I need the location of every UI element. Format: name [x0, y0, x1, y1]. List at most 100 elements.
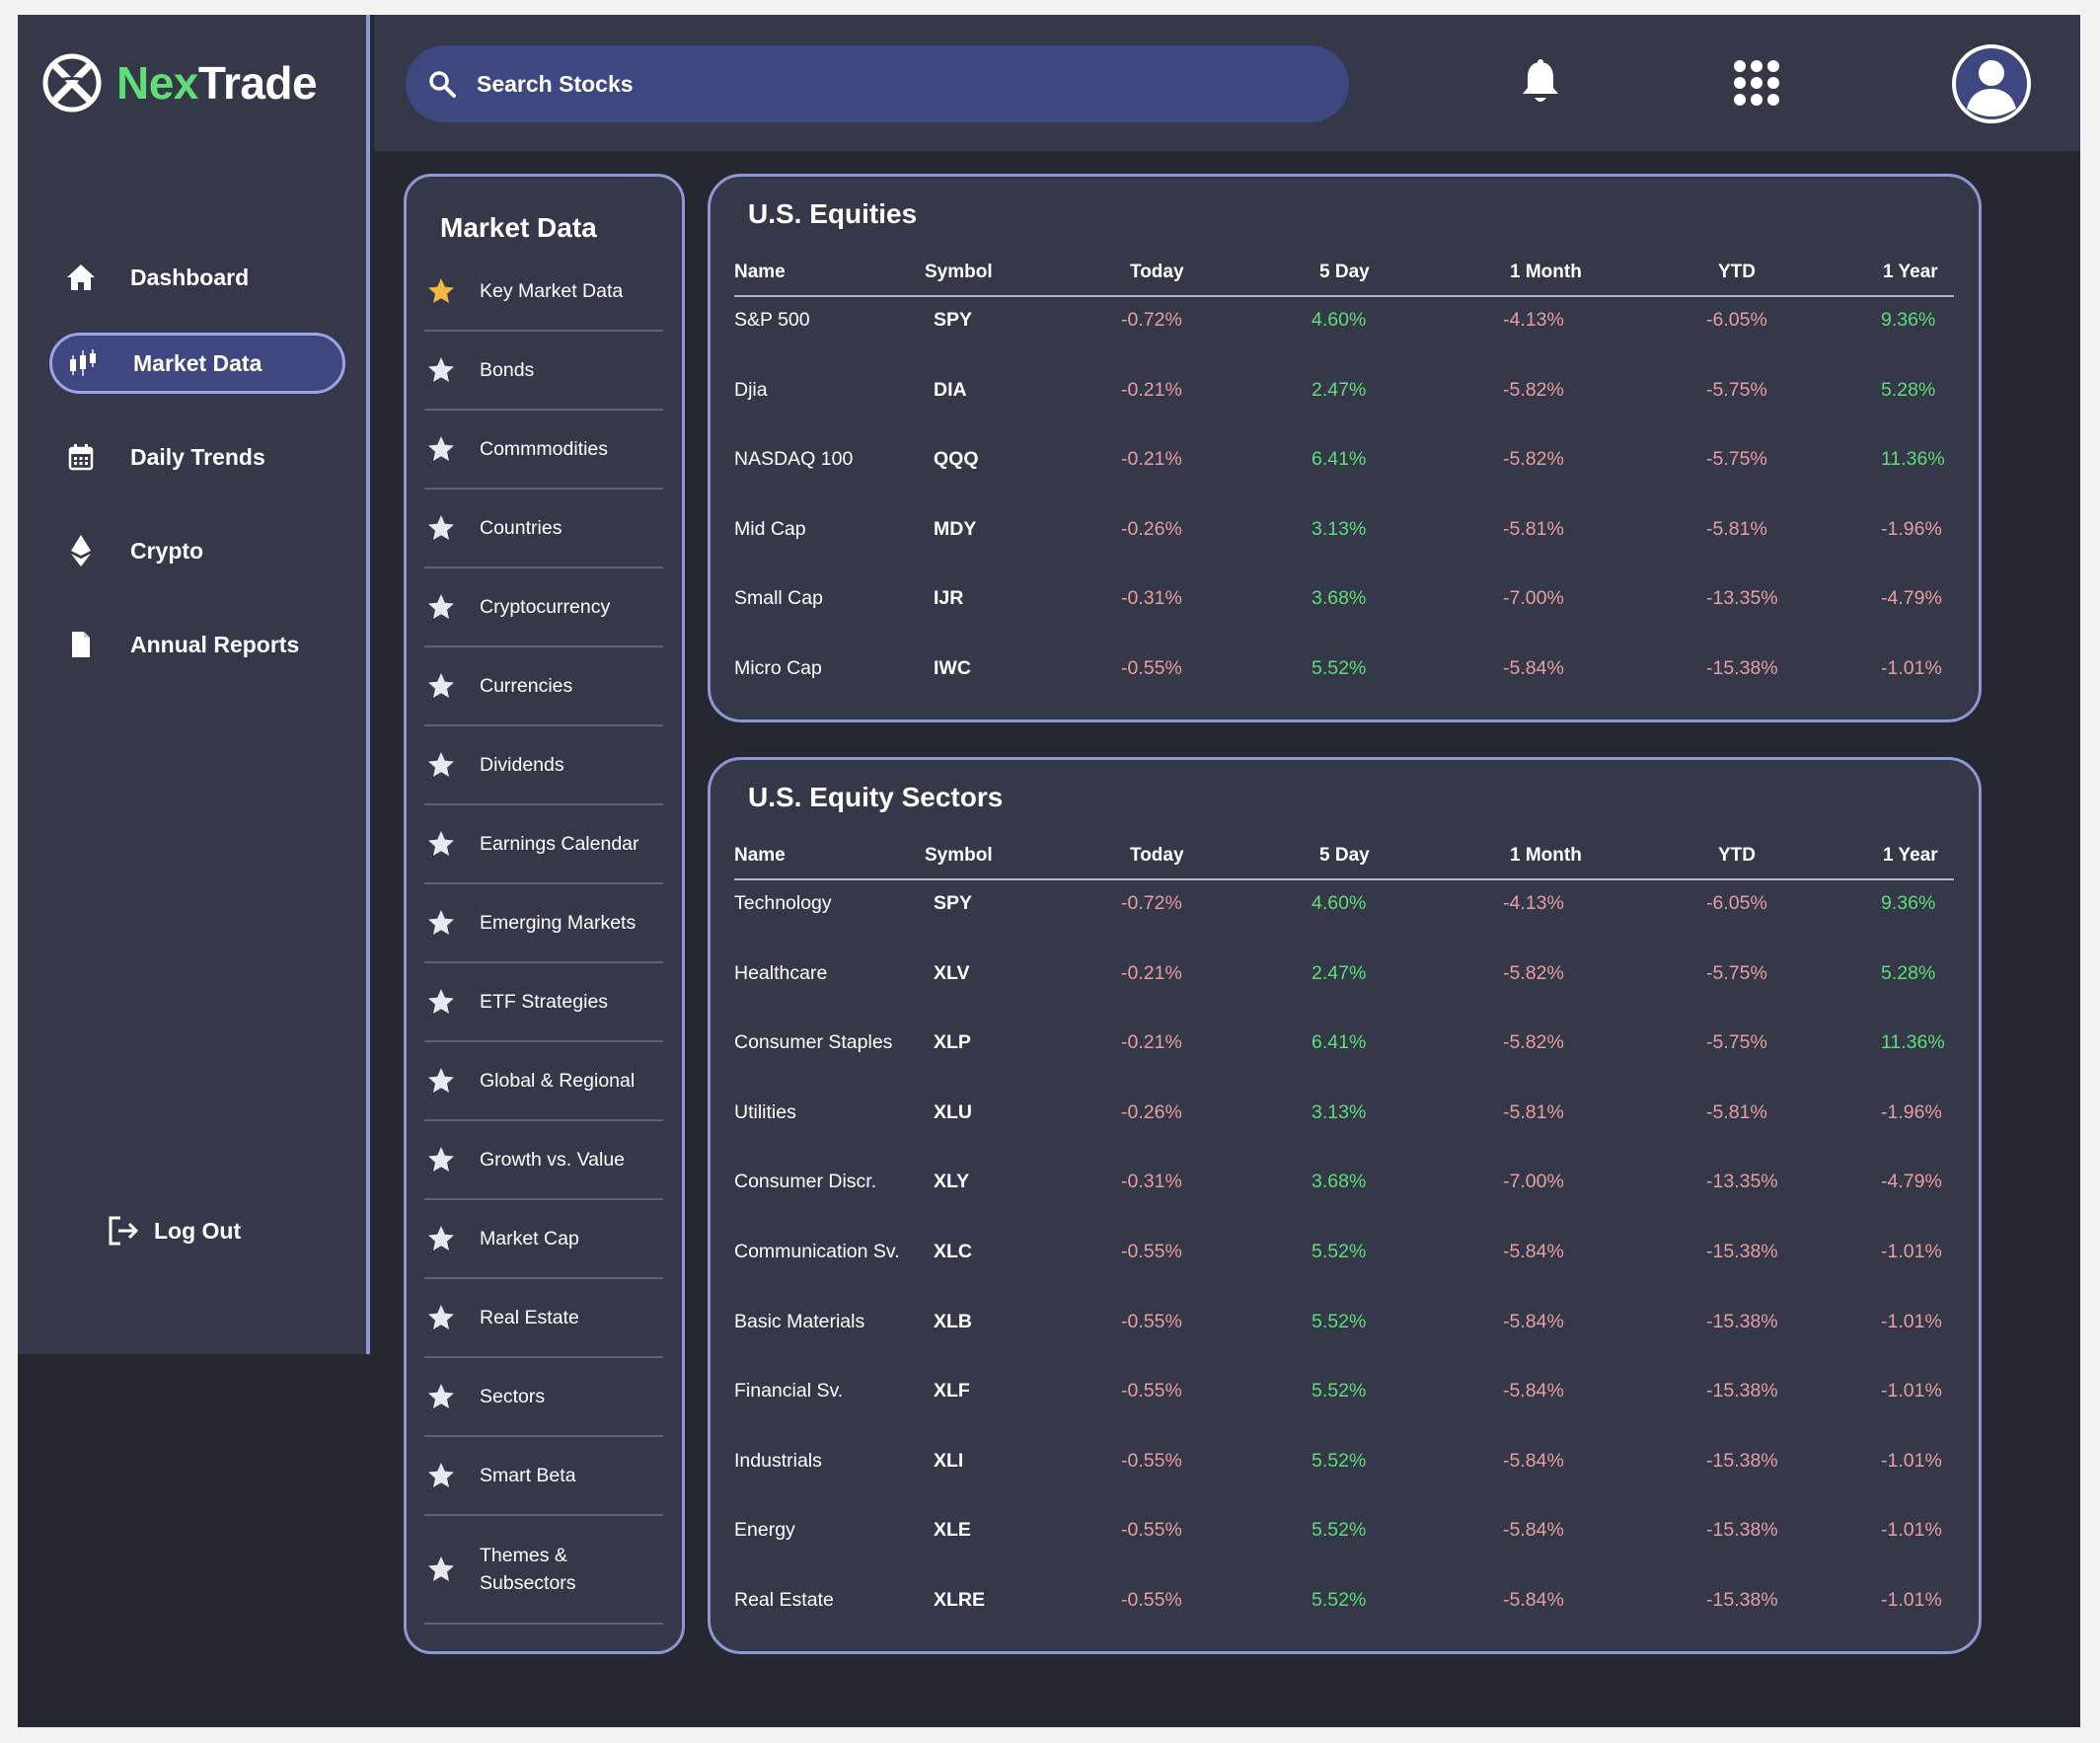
logout-label: Log Out [154, 1217, 242, 1244]
sidebar-item-label: Crypto [130, 537, 204, 564]
table-row[interactable]: Micro Cap IWC -0.55% 5.52% -5.84% -15.38% -1.0… [734, 645, 1954, 716]
table-row[interactable]: Technology SPY -0.72% 4.60% -4.13% -6.05% 9.36… [734, 880, 1954, 950]
table-row[interactable]: Energy XLE -0.55% 5.52% -5.84% -15.38% -1.01% [734, 1507, 1954, 1577]
star-icon[interactable] [426, 1303, 456, 1332]
star-icon[interactable] [426, 829, 456, 859]
cell-5-day: 2.47% [1312, 961, 1367, 984]
cell-1-year: -1.01% [1881, 1380, 1942, 1402]
table-row[interactable]: Basic Materials XLB -0.55% 5.52% -5.84% -15.3… [734, 1299, 1954, 1369]
star-icon[interactable] [426, 750, 456, 780]
sidebar-item-annual-reports[interactable]: Annual Reports [49, 614, 345, 675]
notification-bell-icon[interactable] [1518, 58, 1563, 108]
market-data-item[interactable]: Key Market Data [424, 253, 663, 332]
cell-ytd: -5.75% [1706, 1031, 1767, 1054]
star-icon[interactable] [426, 1224, 456, 1253]
cell-symbol: XLE [934, 1519, 971, 1542]
table-row[interactable]: NASDAQ 100 QQQ -0.21% 6.41% -5.82% -5.75% 11.3… [734, 436, 1954, 506]
sidebar-item-label: Dashboard [130, 264, 250, 290]
market-data-item[interactable]: Commmodities [424, 411, 663, 490]
column-header-1-month[interactable]: 1 Month [1510, 845, 1582, 866]
brand-logo[interactable]: NexTrade [41, 52, 318, 114]
column-header-ytd[interactable]: YTD [1718, 262, 1756, 282]
sidebar-item-market-data[interactable]: Market Data [49, 333, 345, 394]
table-body: S&P 500 SPY -0.72% 4.60% -4.13% -6.05% 9.36% Dj… [734, 297, 1954, 716]
star-filled-icon[interactable] [426, 276, 456, 306]
logout-button[interactable]: Log Out [107, 1214, 241, 1248]
column-header-symbol[interactable]: Symbol [925, 845, 993, 866]
market-data-item[interactable]: Bonds [424, 332, 663, 411]
table-row[interactable]: Healthcare XLV -0.21% 2.47% -5.82% -5.75% 5.28… [734, 950, 1954, 1021]
user-avatar-icon[interactable] [1951, 43, 2032, 124]
market-data-item[interactable]: Global & Regional [424, 1042, 663, 1121]
star-icon[interactable] [426, 987, 456, 1017]
cell-ytd: -5.75% [1706, 961, 1767, 984]
market-data-item-label: Key Market Data [480, 280, 624, 302]
market-data-item[interactable]: Themes & Subsectors [424, 1516, 663, 1625]
column-header-today[interactable]: Today [1130, 262, 1184, 282]
sidebar-item-dashboard[interactable]: Dashboard [49, 247, 345, 308]
column-header-symbol[interactable]: Symbol [925, 262, 993, 282]
table-header: Name Symbol Today 5 Day 1 Month YTD 1 Ye… [734, 843, 1954, 880]
star-icon[interactable] [426, 1066, 456, 1096]
cell-symbol: DIA [934, 378, 967, 401]
table-row[interactable]: Utilities XLU -0.26% 3.13% -5.81% -5.81% -1.96… [734, 1090, 1954, 1160]
column-header-1-month[interactable]: 1 Month [1510, 262, 1582, 282]
table-row[interactable]: Industrials XLI -0.55% 5.52% -5.84% -15.38% -1… [734, 1438, 1954, 1508]
star-icon[interactable] [426, 908, 456, 938]
market-data-item[interactable]: ETF Strategies [424, 963, 663, 1042]
apps-grid-icon[interactable] [1732, 58, 1781, 108]
market-data-item[interactable]: Countries [424, 490, 663, 568]
market-data-item[interactable]: Currencies [424, 647, 663, 726]
market-data-item[interactable]: Emerging Markets [424, 884, 663, 963]
column-header-name[interactable]: Name [734, 845, 786, 866]
column-header-today[interactable]: Today [1130, 845, 1184, 866]
star-icon[interactable] [426, 1461, 456, 1490]
market-data-item[interactable]: Real Estate [424, 1279, 663, 1358]
cell-name: Communication Sv. [734, 1240, 900, 1262]
column-header-1-year[interactable]: 1 Year [1883, 845, 1938, 866]
cell-1-year: 11.36% [1881, 448, 1945, 471]
column-header-5-day[interactable]: 5 Day [1319, 845, 1370, 866]
market-data-item[interactable]: Market Cap [424, 1200, 663, 1279]
column-header-1-year[interactable]: 1 Year [1883, 262, 1938, 282]
market-data-item-label: Subsectors [480, 1572, 576, 1594]
market-data-item[interactable]: Dividends [424, 726, 663, 805]
table-row[interactable]: Consumer Discr. XLY -0.31% 3.68% -7.00% -13.3… [734, 1159, 1954, 1229]
table-row[interactable]: Djia DIA -0.21% 2.47% -5.82% -5.75% 5.28% [734, 367, 1954, 437]
cell-1-year: -4.79% [1881, 1171, 1942, 1193]
cell-today: -0.55% [1121, 1380, 1182, 1402]
market-data-item[interactable]: Sectors [424, 1358, 663, 1437]
market-data-item[interactable]: Earnings Calendar [424, 805, 663, 884]
market-data-item[interactable]: Cryptocurrency [424, 568, 663, 647]
table-row[interactable]: Small Cap IJR -0.31% 3.68% -7.00% -13.35% -4.7… [734, 575, 1954, 645]
star-icon[interactable] [426, 434, 456, 464]
table-row[interactable]: Consumer Staples XLP -0.21% 6.41% -5.82% -5.7… [734, 1020, 1954, 1090]
market-data-item[interactable]: Smart Beta [424, 1437, 663, 1516]
star-icon[interactable] [426, 355, 456, 385]
search-input[interactable] [477, 70, 1266, 98]
star-icon[interactable] [426, 592, 456, 622]
star-icon[interactable] [426, 671, 456, 701]
star-icon[interactable] [426, 1554, 456, 1584]
star-icon[interactable] [426, 1382, 456, 1411]
star-icon[interactable] [426, 1145, 456, 1175]
sidebar-item-crypto[interactable]: Crypto [49, 520, 345, 581]
brand-name: NexTrade [116, 56, 318, 110]
column-header-5-day[interactable]: 5 Day [1319, 262, 1370, 282]
market-data-item[interactable]: Growth vs. Value [424, 1121, 663, 1200]
sidebar-item-daily-trends[interactable]: Daily Trends [49, 426, 345, 488]
cell-ytd: -5.81% [1706, 1100, 1767, 1123]
table-row[interactable]: Real Estate XLRE -0.55% 5.52% -5.84% -15.38% -… [734, 1577, 1954, 1647]
column-header-name[interactable]: Name [734, 262, 786, 282]
cell-name: S&P 500 [734, 309, 810, 331]
column-header-ytd[interactable]: YTD [1718, 845, 1756, 866]
cell-name: Djia [734, 378, 768, 401]
star-icon[interactable] [426, 513, 456, 543]
cell-name: Utilities [734, 1100, 796, 1123]
table-row[interactable]: Mid Cap MDY -0.26% 3.13% -5.81% -5.81% -1.96% [734, 506, 1954, 576]
table-row[interactable]: Communication Sv. XLC -0.55% 5.52% -5.84% -15… [734, 1229, 1954, 1299]
table-row[interactable]: S&P 500 SPY -0.72% 4.60% -4.13% -6.05% 9.36% [734, 297, 1954, 367]
cell-symbol: QQQ [934, 448, 979, 471]
search-bar[interactable] [406, 45, 1349, 122]
table-row[interactable]: Financial Sv. XLF -0.55% 5.52% -5.84% -15.38%… [734, 1368, 1954, 1438]
